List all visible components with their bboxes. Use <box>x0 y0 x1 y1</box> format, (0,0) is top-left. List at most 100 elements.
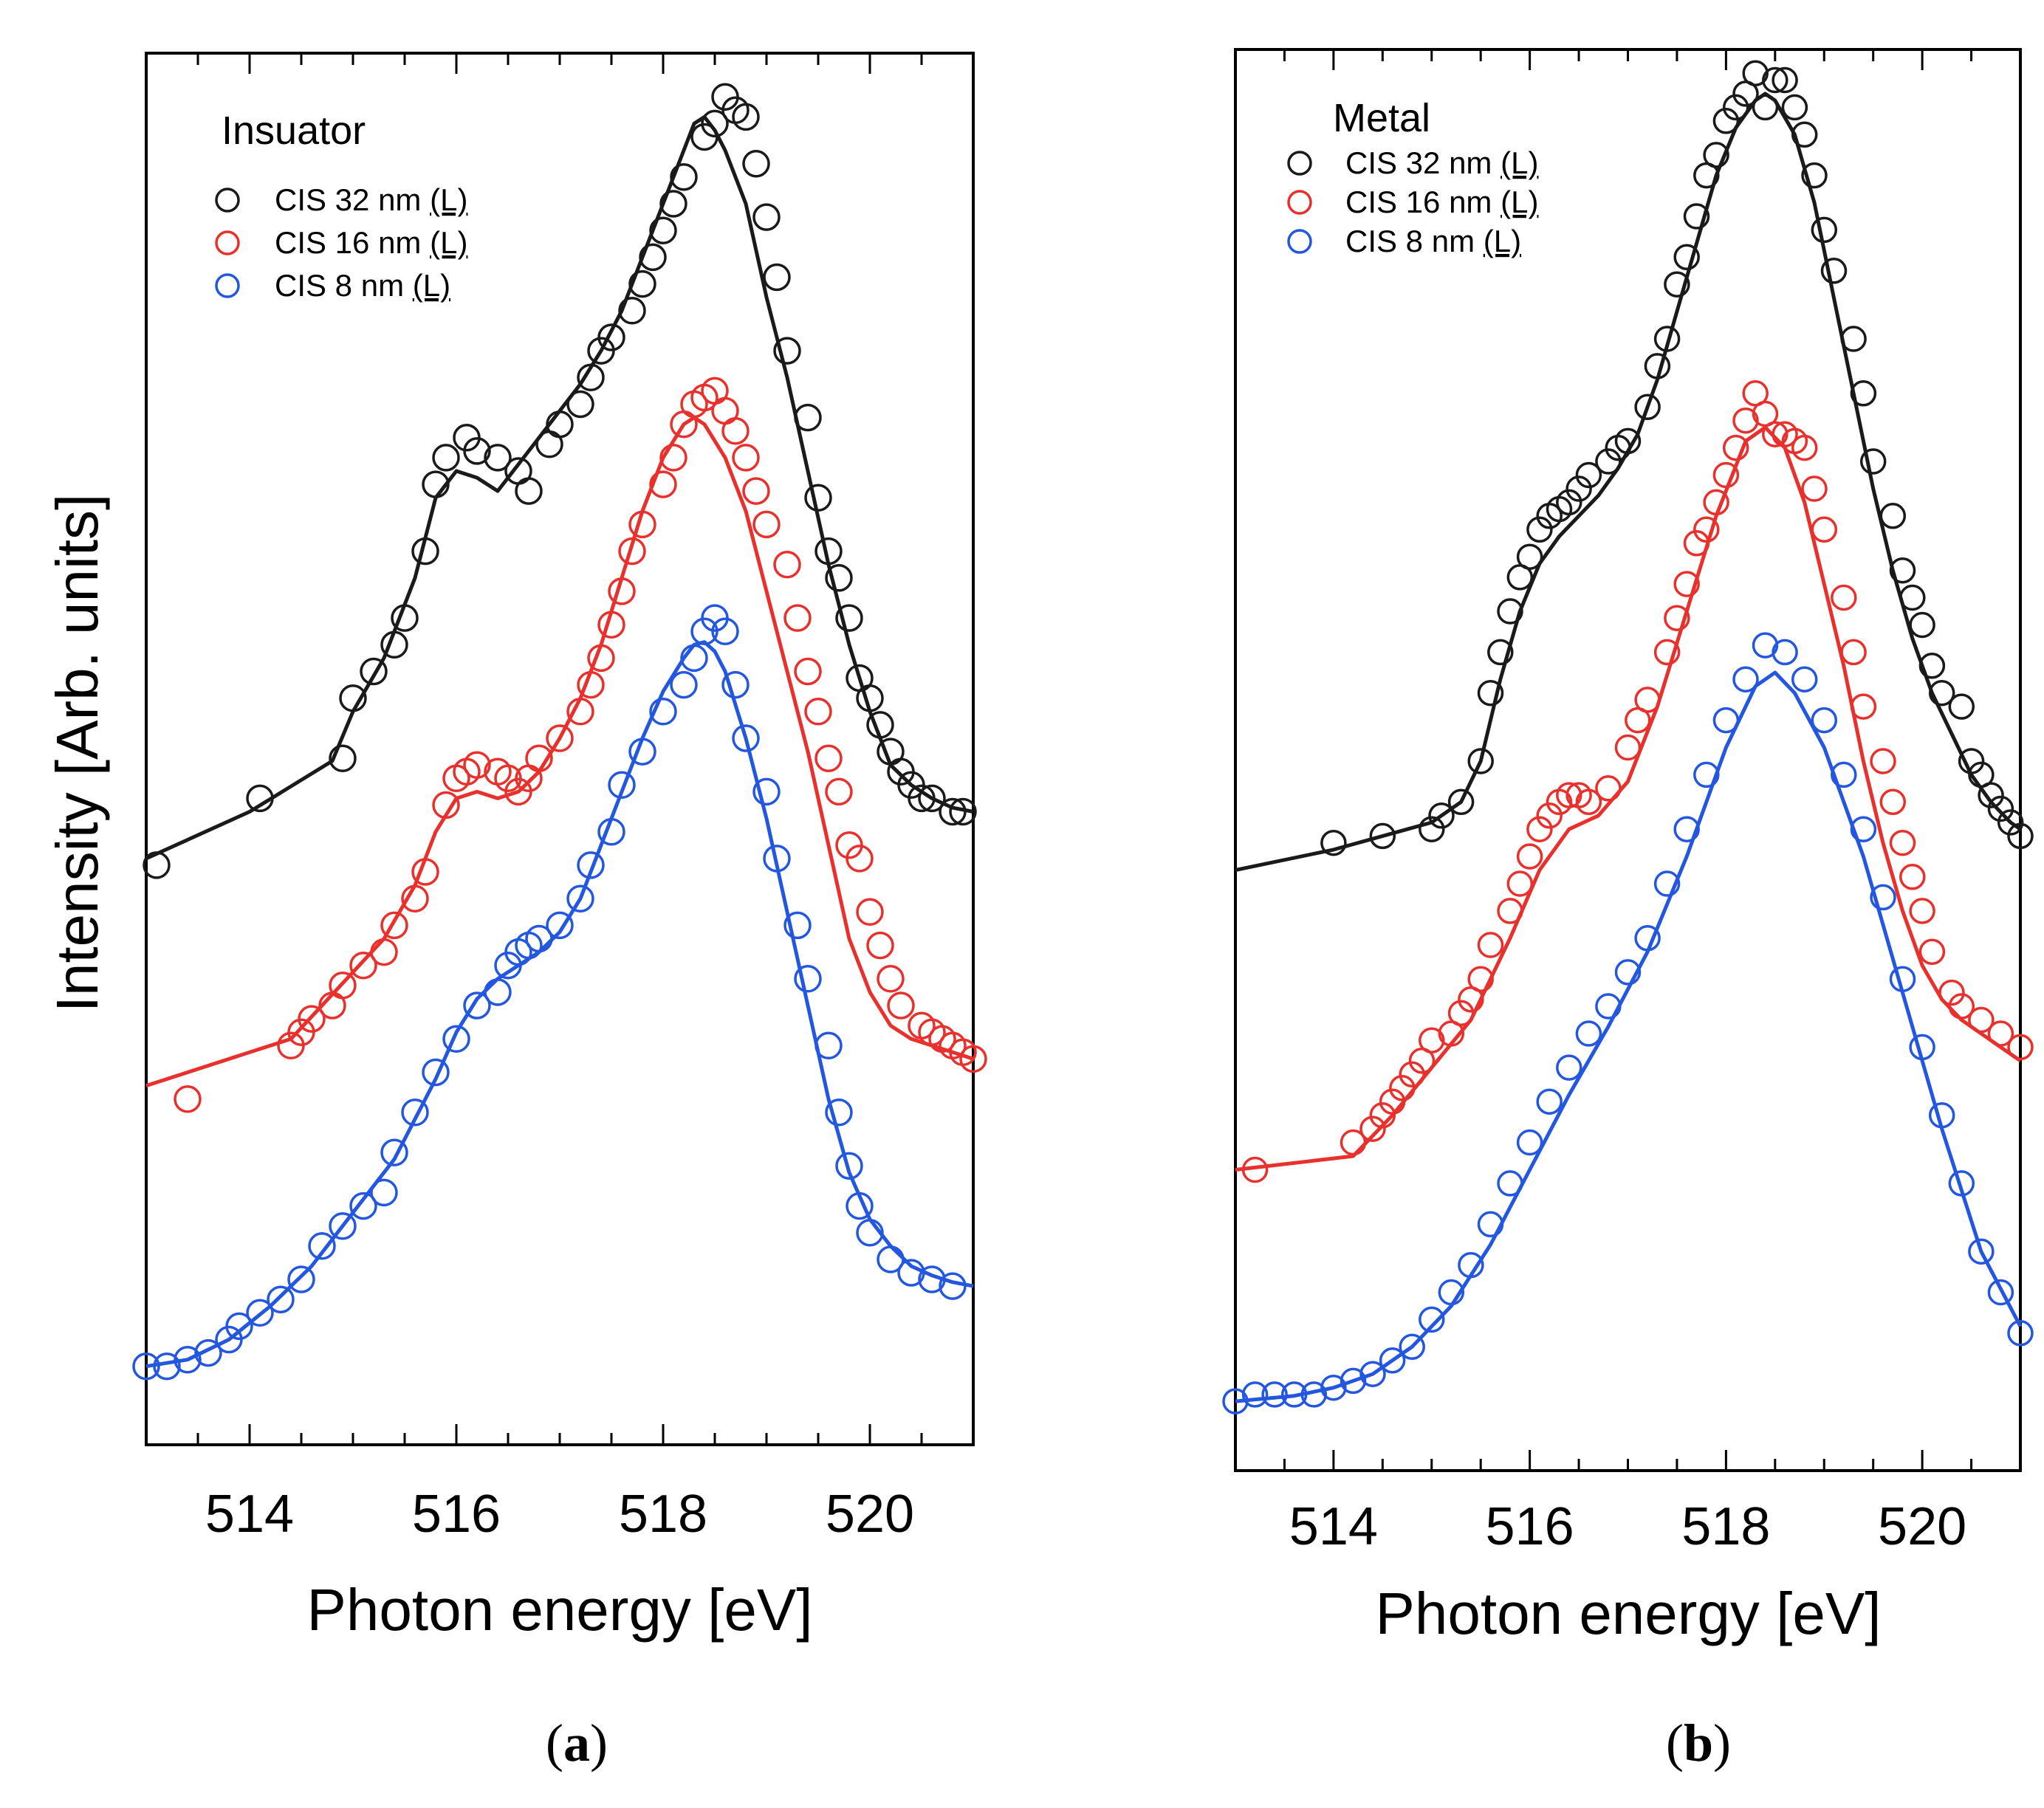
data-point <box>1693 761 1720 788</box>
data-point <box>628 269 656 298</box>
data-point <box>1968 1006 1995 1034</box>
data-point <box>1369 822 1396 850</box>
data-point <box>525 924 553 953</box>
data-point <box>411 537 439 566</box>
data-point <box>1653 326 1681 352</box>
data-point <box>1340 1129 1367 1156</box>
legend-entry: CIS 32 nm (L) <box>1345 145 1538 180</box>
data-point <box>1320 1374 1347 1401</box>
data-point <box>1644 353 1671 379</box>
data-point <box>742 149 770 178</box>
data-point <box>401 1099 429 1127</box>
data-point <box>1320 829 1347 856</box>
data-point <box>1811 516 1838 543</box>
data-point <box>1516 843 1543 870</box>
legend-marker <box>1287 151 1312 176</box>
data-point <box>597 817 625 846</box>
data-point <box>1879 788 1907 816</box>
legend-entry: CIS 16 nm (L) <box>275 225 467 260</box>
data-point <box>1399 1333 1425 1361</box>
data-point <box>308 1232 336 1260</box>
data-point <box>1595 993 1622 1020</box>
data-point <box>1801 475 1828 502</box>
data-point <box>949 797 977 826</box>
data-point <box>773 337 801 365</box>
data-point <box>174 1345 202 1374</box>
data-point <box>814 744 843 772</box>
data-point <box>1565 475 1592 502</box>
data-point <box>1712 108 1740 134</box>
data-point <box>380 1138 408 1166</box>
data-point <box>1458 1251 1484 1279</box>
data-point <box>856 1218 884 1247</box>
data-point <box>349 1192 377 1220</box>
data-point <box>1369 1101 1396 1129</box>
data-point <box>422 1058 450 1087</box>
data-point <box>959 1045 987 1073</box>
legend-entry: CIS 8 nm (L) <box>1345 224 1521 258</box>
data-point <box>1831 584 1857 611</box>
data-point <box>856 898 884 927</box>
data-point <box>866 711 894 739</box>
data-point <box>1653 639 1681 666</box>
data-point <box>670 670 698 699</box>
tick-marks <box>145 53 975 1445</box>
data-point <box>1899 864 1926 890</box>
data-point <box>1634 687 1661 713</box>
data-point <box>1978 782 2004 808</box>
data-point <box>2007 1034 2034 1061</box>
data-point <box>380 630 408 659</box>
data-point <box>711 617 739 645</box>
data-point <box>1703 489 1729 516</box>
data-point <box>763 845 791 873</box>
data-point <box>1664 271 1690 298</box>
data-point <box>1938 979 1965 1006</box>
data-point <box>1614 427 1642 455</box>
data-point <box>1928 679 1955 707</box>
data-point <box>732 444 760 472</box>
data-point <box>825 1099 853 1127</box>
data-point <box>1968 1238 1995 1265</box>
data-point <box>1859 448 1887 475</box>
data-point <box>1379 1347 1406 1374</box>
data-point <box>1732 666 1759 692</box>
data-point <box>566 698 594 726</box>
tick-marks <box>1234 49 2022 1471</box>
data-point <box>1712 461 1740 489</box>
data-point <box>1987 1020 2014 1047</box>
data-point <box>267 1285 295 1313</box>
data-point <box>422 470 450 498</box>
legend-suffix: (L) <box>1501 185 1538 219</box>
panel-label: b <box>1684 1714 1713 1773</box>
x-tick-label: 518 <box>619 1485 707 1544</box>
data-point <box>1575 461 1602 489</box>
data-point <box>1664 605 1690 631</box>
data-point <box>680 644 708 673</box>
data-point <box>132 1352 160 1381</box>
data-point <box>1781 94 1808 121</box>
data-point <box>1791 121 1818 148</box>
data-point <box>1683 203 1710 230</box>
data-point <box>463 991 491 1020</box>
data-point <box>752 777 781 806</box>
legend-marker <box>1287 229 1312 254</box>
data-point <box>1497 598 1523 625</box>
legend-marker <box>215 273 240 298</box>
panel-insulator: 514 516 518 520 Insuator CIS 32 nm (L) CIS 16… <box>132 52 987 1773</box>
data-point <box>918 1265 946 1293</box>
data-point <box>1673 571 1700 597</box>
data-point <box>1595 775 1622 802</box>
data-point <box>1241 1381 1269 1408</box>
data-point <box>897 1259 925 1287</box>
data-point <box>1831 761 1857 788</box>
x-tick-label: 520 <box>826 1485 914 1544</box>
x-tick-labels: 514 516 518 520 <box>1289 1497 1966 1556</box>
fit-line <box>145 114 974 861</box>
data-point <box>918 784 946 813</box>
data-point <box>1340 1367 1367 1395</box>
data-point <box>856 684 884 712</box>
data-point <box>783 911 812 940</box>
data-point <box>1722 434 1749 461</box>
data-point <box>1703 142 1729 168</box>
data-point <box>1752 94 1779 121</box>
